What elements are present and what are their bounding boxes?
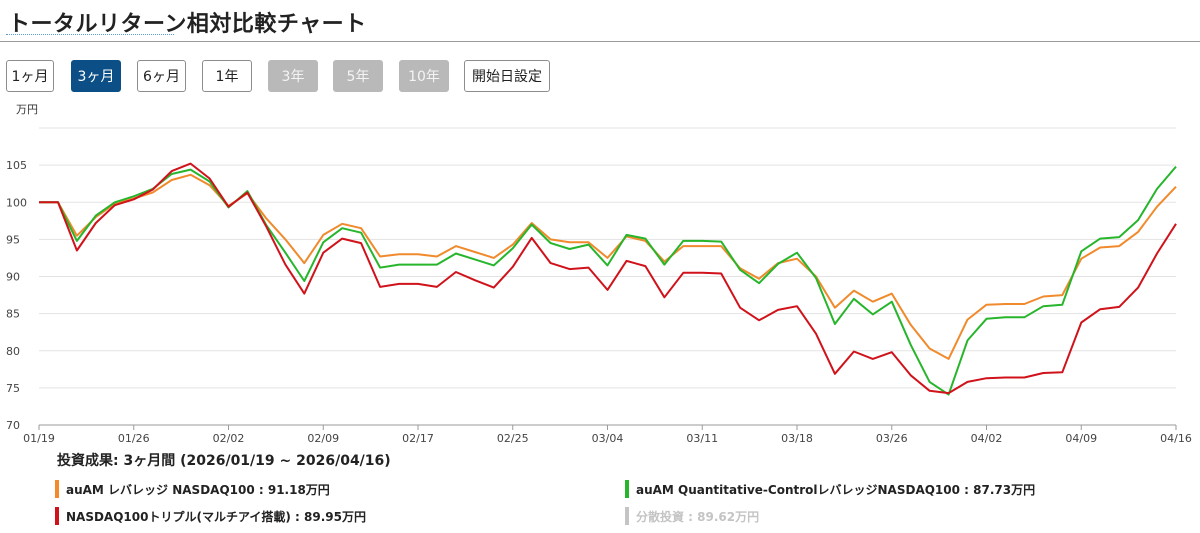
x-tick-label: 01/26 xyxy=(118,432,150,445)
x-tick-label: 02/25 xyxy=(497,432,529,445)
x-tick-label: 03/18 xyxy=(781,432,813,445)
page-title: トータルリターン相対比較チャート xyxy=(8,12,367,37)
start-date-setting-button[interactable]: 開始日設定 xyxy=(464,60,550,92)
period-3-month-button[interactable]: 3ヶ月 xyxy=(71,60,121,92)
x-tick-label: 03/26 xyxy=(876,432,908,445)
legend-label: 分散投資 : 89.62万円 xyxy=(636,510,760,524)
period-1-month-button[interactable]: 1ヶ月 xyxy=(6,60,54,92)
y-tick-label: 70 xyxy=(6,419,20,432)
x-tick-label: 01/19 xyxy=(23,432,55,445)
x-tick-label: 02/17 xyxy=(402,432,434,445)
title-divider xyxy=(0,41,1200,42)
x-tick-label: 02/09 xyxy=(307,432,339,445)
period-10-year-button[interactable]: 10年 xyxy=(399,60,449,92)
period-6-month-button[interactable]: 6ヶ月 xyxy=(137,60,186,92)
y-tick-label: 95 xyxy=(6,233,20,246)
x-tick-label: 04/16 xyxy=(1160,432,1192,445)
y-tick-label: 105 xyxy=(6,159,27,172)
y-tick-label: 80 xyxy=(6,345,20,358)
summary-title: 投資成果: 3ヶ月間 (2026/01/19 ~ 2026/04/16) xyxy=(57,453,391,469)
y-tick-label: 85 xyxy=(6,308,20,321)
x-tick-label: 04/09 xyxy=(1065,432,1097,445)
y-axis-unit: 万円 xyxy=(16,103,38,116)
period-5-year-button[interactable]: 5年 xyxy=(333,60,383,92)
y-tick-label: 100 xyxy=(6,196,27,209)
title-underline xyxy=(6,34,174,35)
y-tick-label: 75 xyxy=(6,382,20,395)
y-tick-label: 90 xyxy=(6,271,20,284)
period-3-year-button[interactable]: 3年 xyxy=(268,60,318,92)
legend-swatch xyxy=(625,480,629,498)
legend-label: auAM レバレッジ NASDAQ100 : 91.18万円 xyxy=(66,483,330,497)
legend-swatch xyxy=(55,507,59,525)
legend-label: NASDAQ100トリプル(マルチアイ搭載) : 89.95万円 xyxy=(66,510,366,524)
series-line-2 xyxy=(39,162,1177,395)
series-line-1 xyxy=(39,165,1177,396)
x-tick-label: 03/04 xyxy=(592,432,624,445)
legend-swatch xyxy=(55,480,59,498)
x-tick-label: 02/02 xyxy=(213,432,245,445)
total-return-line-chart: 70 75 80 85 90 95 100 105 01/19 01/26 02/02 02/09 02… xyxy=(6,127,1192,445)
legend-label: auAM Quantitative-ControlレバレッジNASDAQ100 … xyxy=(636,483,1036,497)
legend-swatch xyxy=(625,507,629,525)
x-tick-label: 03/11 xyxy=(686,432,718,445)
x-tick-label: 04/02 xyxy=(971,432,1003,445)
period-1-year-button[interactable]: 1年 xyxy=(202,60,252,92)
